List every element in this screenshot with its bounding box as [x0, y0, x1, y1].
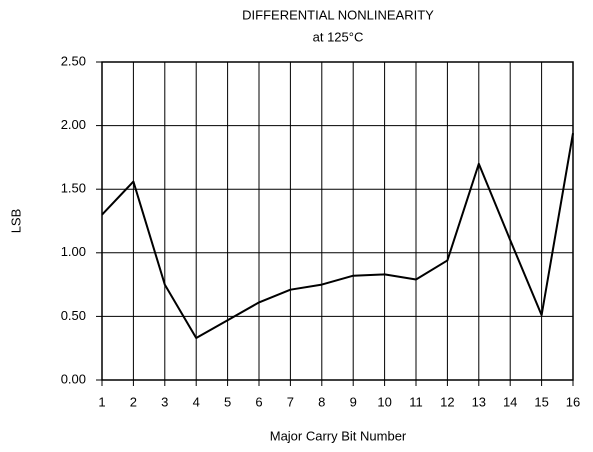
data-line	[101, 133, 574, 340]
x-axis-label: Major Carry Bit Number	[270, 428, 407, 443]
x-tick-label: 1	[98, 394, 105, 409]
x-tick-label: 6	[255, 394, 262, 409]
y-tick-label: 0.50	[61, 308, 86, 323]
x-tick-label: 7	[287, 394, 294, 409]
x-tick-label: 5	[224, 394, 231, 409]
x-tick-label: 14	[503, 394, 517, 409]
y-tick-label: 2.50	[61, 53, 86, 68]
y-tick-label: 1.00	[61, 244, 86, 259]
y-axis-label: LSB	[8, 209, 23, 234]
x-tick-label: 3	[161, 394, 168, 409]
y-tick-label: 1.50	[61, 181, 86, 196]
x-tick-label: 12	[440, 394, 454, 409]
x-tick-label: 8	[318, 394, 325, 409]
chart-subtitle: at 125°C	[313, 29, 364, 44]
x-tick-label: 16	[566, 394, 580, 409]
y-tick-label: 2.00	[61, 117, 86, 132]
y-tick-label: 0.00	[61, 371, 86, 386]
x-tick-label: 11	[409, 394, 423, 409]
x-tick-label: 15	[534, 394, 548, 409]
x-tick-label: 2	[130, 394, 137, 409]
plot-frame	[101, 61, 574, 381]
x-tick-label: 10	[377, 394, 391, 409]
x-tick-label: 9	[350, 394, 357, 409]
chart-title: DIFFERENTIAL NONLINEARITY	[242, 7, 434, 22]
x-tick-label: 13	[472, 394, 486, 409]
x-tick-label: 4	[193, 394, 200, 409]
